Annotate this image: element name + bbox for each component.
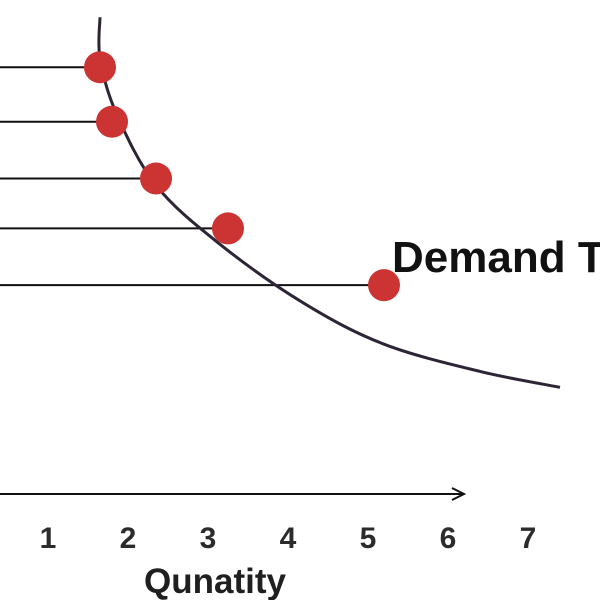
x-tick-label: 7 [520,522,537,555]
x-tick-label: 5 [360,522,377,555]
x-tick-label: 3 [200,522,217,555]
data-points [84,51,400,302]
chart-title: Demand T [392,233,600,282]
data-point [84,51,116,84]
demand-curve [97,17,561,389]
x-axis-title: Qunatity [144,562,286,600]
guide-lines [0,66,384,287]
data-point [212,212,244,245]
x-tick-label: 2 [120,522,137,555]
data-point [140,162,172,195]
x-tick-label: 1 [40,522,57,555]
x-tick-labels: 1 2 3 4 5 6 7 [40,522,537,555]
x-tick-label: 4 [280,522,297,555]
x-axis [0,487,467,501]
x-axis-arrow-icon [451,487,467,501]
x-tick-label: 6 [440,522,457,555]
data-point [96,105,128,138]
data-point [368,269,400,302]
